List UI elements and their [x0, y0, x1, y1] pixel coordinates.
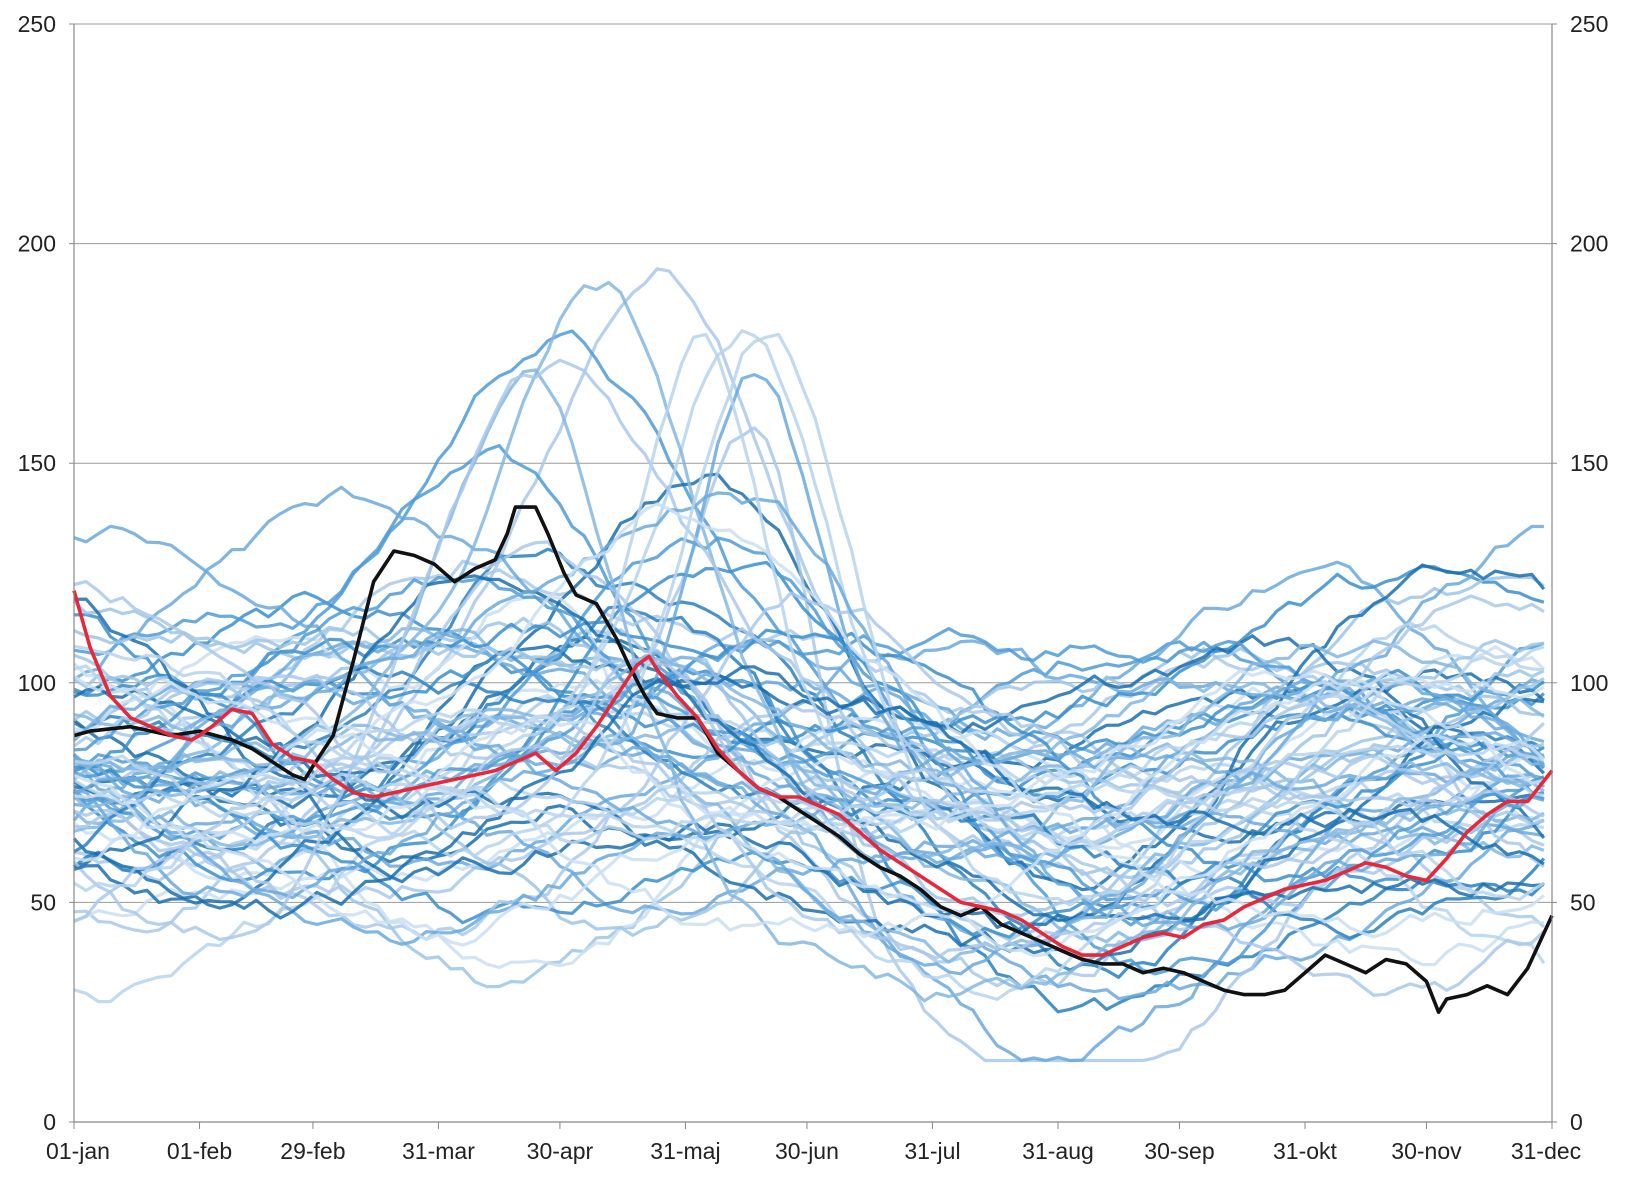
background-series-line: [73, 444, 1545, 780]
x-tick-label: 31-okt: [1273, 1138, 1338, 1164]
background-series-line: [73, 563, 1546, 935]
background-series-line: [73, 670, 1545, 939]
background-series-line: [73, 620, 1545, 884]
background-series-line: [72, 358, 1545, 942]
y-tick-label-right: 100: [1570, 670, 1608, 696]
x-tick-label: 01-jan: [46, 1138, 110, 1164]
background-series-bundle: [72, 267, 1546, 1063]
background-series-line: [73, 694, 1545, 834]
y-tick-label-left: 200: [18, 231, 56, 257]
y-tick-label-left: 0: [43, 1109, 56, 1135]
black-series-line: [73, 505, 1554, 1015]
y-tick-label-left: 150: [18, 450, 56, 476]
background-series-line: [73, 703, 1545, 908]
background-series-line: [73, 368, 1545, 1003]
axes: [73, 24, 1553, 1123]
y-tick-label-right: 200: [1570, 231, 1608, 257]
background-series-line: [73, 329, 1546, 1004]
x-tick-label: 31-maj: [650, 1138, 720, 1164]
y-tick-labels-right: 0 50 100 150 200 250: [1552, 11, 1608, 1135]
background-series-line: [73, 579, 1545, 831]
y-tick-label-left: 250: [18, 11, 56, 37]
background-series-line: [73, 625, 1545, 918]
background-series-line: [73, 568, 1545, 934]
background-series-line: [72, 726, 1545, 944]
background-series-line: [73, 773, 1545, 916]
background-series-line: [73, 668, 1545, 844]
background-series-line: [73, 575, 1545, 912]
x-tick-label: 30-jun: [775, 1138, 839, 1164]
background-series-line: [73, 742, 1545, 847]
y-tick-label-left: 100: [18, 670, 56, 696]
background-series-line: [73, 713, 1545, 967]
x-tick-label: 31-mar: [402, 1138, 475, 1164]
x-tick-label: 31-aug: [1022, 1138, 1094, 1164]
background-series-line: [73, 673, 1545, 960]
x-tick-label: 30-sep: [1144, 1138, 1214, 1164]
y-tick-label-right: 250: [1570, 11, 1608, 37]
red-series-line: [72, 590, 1554, 957]
x-tick-labels: 01-jan 01-feb 29-feb 31-mar 30-apr 31-maj 30-j…: [46, 1122, 1581, 1164]
y-tick-label-right: 0: [1570, 1109, 1583, 1135]
y-tick-label-left: 50: [30, 889, 56, 915]
background-series-line: [73, 621, 1545, 1002]
x-tick-label: 31-jul: [904, 1138, 960, 1164]
y-tick-label-right: 50: [1570, 889, 1596, 915]
x-tick-label: 30-nov: [1391, 1138, 1462, 1164]
background-series-line: [73, 699, 1546, 976]
highlight-series: [72, 505, 1554, 1015]
background-series-line: [73, 591, 1545, 942]
background-series-line: [73, 733, 1546, 958]
x-tick-label: 31-dec: [1511, 1138, 1581, 1164]
background-series-line: [73, 332, 1545, 907]
y-tick-labels-left: 0 50 100 150 200 250: [18, 11, 74, 1135]
x-tick-label: 29-feb: [280, 1138, 345, 1164]
y-tick-label-right: 150: [1570, 450, 1608, 476]
background-series-line: [73, 673, 1546, 900]
background-series-line: [73, 502, 1545, 939]
x-tick-label: 01-feb: [167, 1138, 232, 1164]
x-tick-label: 30-apr: [527, 1138, 594, 1164]
